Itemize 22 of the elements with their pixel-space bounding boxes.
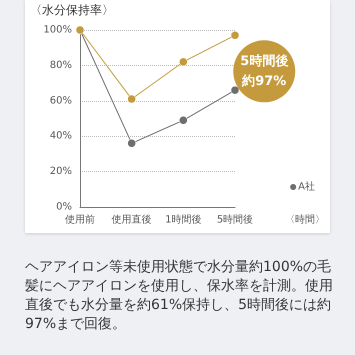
y-tick-label: 0% <box>56 202 72 212</box>
y-tick-label: 80% <box>50 60 72 71</box>
point <box>127 139 136 148</box>
x-tick-label: 使用前 <box>65 214 95 226</box>
y-axis-title: 〈水分保持率〉 <box>30 3 114 17</box>
x-tick-label: 1時間後 <box>165 214 202 226</box>
point <box>230 31 240 40</box>
annotation: 5時間後 <box>240 52 288 69</box>
annotation: 約97% <box>241 74 286 89</box>
y-tick-label: 60% <box>50 95 72 106</box>
point <box>179 58 188 66</box>
text: ヘアアイロン等未使用状態で水分量約100%の毛髪にヘアアイロンを使用し、保水率を計測。使用直後でも水分量を約61%保持し、5時間後には約97%まで回復。 <box>25 258 334 334</box>
point <box>179 116 188 125</box>
legend-label: A社 <box>298 180 316 192</box>
point <box>127 94 136 104</box>
y-tick-label: 40% <box>50 130 72 142</box>
point <box>230 86 240 94</box>
x-axis-title: 〈時間〉 <box>285 214 325 226</box>
y-tick-label: 20% <box>50 166 72 178</box>
y-tick-label: 100% <box>43 24 72 36</box>
x-tick-label: 使用直後 <box>112 214 152 226</box>
x-tick-label: 5時間後 <box>216 214 254 226</box>
